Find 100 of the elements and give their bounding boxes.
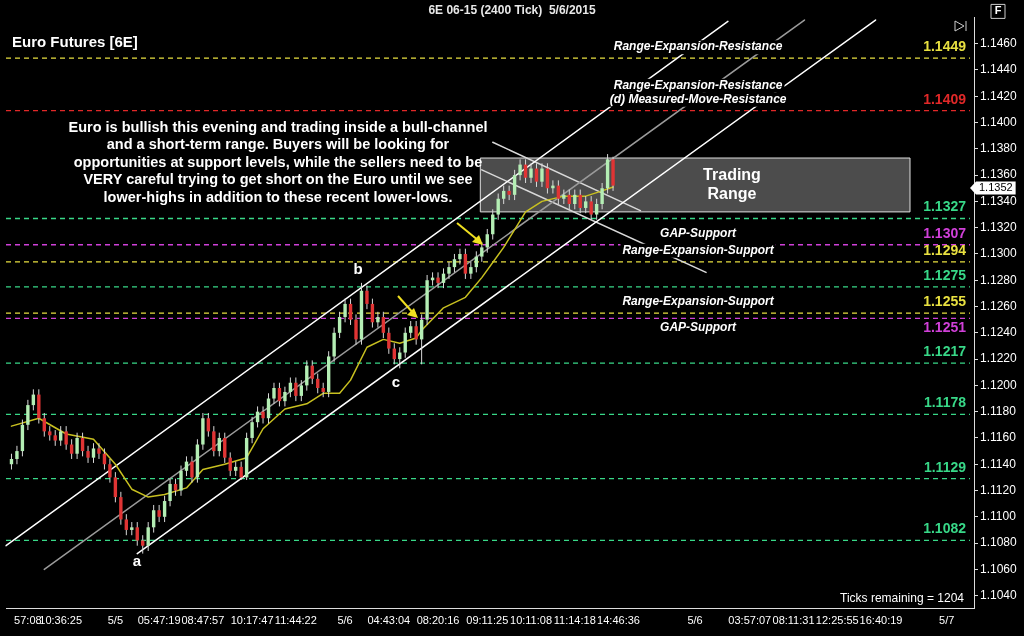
- candlestick: [26, 399, 30, 431]
- y-tick-label: 1.1440: [980, 62, 1018, 77]
- x-tick-label: 16:40:19: [859, 614, 903, 627]
- ref-line-label: 1.1255: [923, 292, 967, 309]
- candlestick: [91, 442, 96, 464]
- annotation: a: [132, 552, 142, 570]
- x-tick-label: 11:44:22: [274, 614, 317, 627]
- candlestick: [223, 432, 227, 464]
- ref-line-label: 1.1294: [923, 241, 967, 258]
- text: F: [994, 4, 1002, 17]
- annotation: b: [353, 260, 363, 278]
- y-tick-label: 1.1120: [980, 482, 1017, 497]
- candlestick: [436, 271, 440, 289]
- x-tick-label: 5/6: [687, 614, 703, 627]
- x-tick-label: 5/6: [337, 614, 353, 627]
- annotation: (d) Measured-Move-Resistance: [609, 92, 787, 107]
- x-tick-label: 09:11:25: [466, 614, 509, 627]
- candlestick: [354, 313, 358, 346]
- x-tick-label: 10:11:08: [510, 614, 553, 627]
- annotation: Range-Expansion-Support: [622, 294, 775, 309]
- y-tick-label: 1.1200: [980, 377, 1018, 392]
- annotation: GAP-Support: [660, 226, 738, 241]
- candlestick: [447, 261, 451, 280]
- chart-title: 6E 06-15 (2400 Tick) 5/6/2015: [428, 2, 596, 17]
- candlestick: [86, 445, 90, 464]
- annotation: Ticks remaining = 1204: [840, 591, 965, 606]
- candlestick: [463, 248, 468, 280]
- y-tick-label: 1.1240: [980, 325, 1018, 340]
- candlestick: [381, 311, 386, 339]
- x-tick-label: 03:57:07: [728, 614, 772, 627]
- candlestick: [108, 458, 112, 484]
- annotation: GAP-Support: [660, 319, 738, 334]
- candlestick: [529, 162, 533, 184]
- candlestick: [376, 311, 380, 329]
- candlestick: [58, 425, 63, 447]
- candlestick: [190, 455, 194, 484]
- y-tick-label: 1.1340: [980, 193, 1018, 208]
- candlestick: [37, 388, 41, 424]
- candlestick: [403, 327, 407, 359]
- y-tick-label: 1.1100: [980, 509, 1017, 524]
- text: Euro Futures [6E]: [12, 33, 138, 51]
- x-tick-label: 11:14:18: [553, 614, 596, 627]
- y-tick-label: 1.1300: [980, 246, 1018, 261]
- annotation: Range-Expansion-Support: [622, 243, 775, 258]
- candlestick: [387, 327, 391, 355]
- x-tick-label: 5/7: [939, 614, 955, 627]
- ref-line-label: 1.1307: [923, 224, 967, 241]
- x-tick-label: 08:11:31: [772, 614, 815, 627]
- x-tick-label: 04:43:04: [367, 614, 411, 627]
- x-tick-label: 10:36:25: [39, 614, 83, 627]
- ref-line-label: 1.1275: [923, 266, 967, 283]
- candlestick: [283, 386, 287, 407]
- candlestick: [97, 442, 101, 460]
- x-tick-label: 08:20:16: [416, 614, 460, 627]
- candlestick: [540, 162, 544, 188]
- candlestick: [332, 327, 336, 363]
- y-tick-label: 1.1460: [980, 36, 1018, 50]
- candlestick: [294, 377, 298, 402]
- ref-line-label: 1.1129: [923, 458, 967, 475]
- y-tick-label: 1.1180: [980, 403, 1017, 418]
- candlestick: [212, 425, 216, 457]
- candlestick: [146, 521, 150, 552]
- candlestick: [113, 471, 118, 503]
- candlestick: [64, 425, 68, 451]
- ref-line-label: 1.1082: [923, 520, 967, 537]
- candlestick: [168, 478, 172, 507]
- candlestick: [119, 491, 123, 526]
- y-tick-label: 1.1420: [980, 88, 1018, 103]
- y-tick-label: 1.1380: [980, 141, 1018, 156]
- y-tick-label: 1.1040: [980, 587, 1018, 602]
- candlestick: [299, 379, 304, 402]
- candlestick: [124, 513, 129, 536]
- candlestick: [414, 320, 418, 346]
- candlestick: [365, 285, 369, 310]
- annotation: Range-Expansion-Resistance: [613, 78, 783, 93]
- ref-line-label: 1.1409: [923, 90, 967, 107]
- candlestick: [157, 504, 161, 523]
- band-label: Trading Range: [703, 165, 761, 202]
- y-tick-label: 1.1260: [980, 298, 1018, 313]
- ref-line-label: 1.1251: [923, 319, 967, 336]
- candlestick: [458, 248, 462, 265]
- text: 1.1352: [979, 181, 1013, 194]
- candlestick: [141, 534, 145, 555]
- y-tick-label: 1.1140: [980, 456, 1017, 471]
- x-tick-label: 14:46:36: [597, 614, 640, 627]
- y-tick-label: 1.1360: [980, 167, 1018, 182]
- y-tick-label: 1.1400: [980, 114, 1018, 129]
- candlestick: [337, 311, 342, 339]
- y-tick-label: 1.1060: [980, 561, 1018, 576]
- x-tick-label: 10:17:47: [230, 614, 274, 627]
- y-tick-label: 1.1160: [980, 430, 1017, 445]
- x-tick-label: 05:47:19: [137, 614, 181, 627]
- candlestick: [272, 382, 276, 405]
- annotation: Range-Expansion-Resistance: [613, 39, 783, 54]
- y-tick-label: 1.1220: [980, 351, 1018, 366]
- x-tick-label: 5/5: [107, 614, 124, 627]
- candlestick: [75, 432, 79, 460]
- x-tick-label: 12:25:55: [815, 614, 859, 627]
- candlestick: [343, 298, 347, 323]
- x-tick-label: 57:08: [14, 614, 42, 627]
